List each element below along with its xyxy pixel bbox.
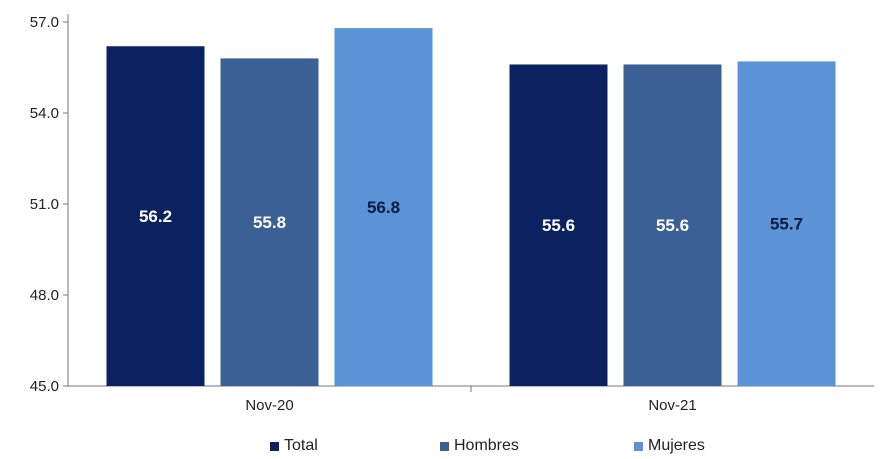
data-label: 55.8 — [253, 213, 286, 232]
legend-label-hombres: Hombres — [454, 437, 519, 454]
y-axis-ticks: 45.0 48.0 51.0 54.0 57.0 — [30, 14, 68, 395]
bar-hombres-nov-21 — [623, 64, 722, 386]
y-tick-label: 51.0 — [30, 196, 59, 213]
y-tick-label: 57.0 — [30, 14, 59, 31]
bars — [106, 28, 836, 387]
legend-item-hombres: Hombres — [440, 437, 519, 455]
legend-label-total: Total — [284, 437, 318, 454]
x-category-label: Nov-21 — [648, 397, 696, 414]
data-label: 55.7 — [770, 215, 803, 234]
data-label: 55.6 — [656, 216, 689, 235]
y-tick-label: 48.0 — [30, 287, 59, 304]
legend-item-mujeres: Mujeres — [634, 437, 705, 455]
legend-swatch-hombres — [440, 441, 449, 451]
data-label: 56.8 — [367, 198, 400, 217]
data-label: 55.6 — [542, 216, 575, 235]
x-axis-categories: Nov-20 Nov-21 — [245, 397, 696, 414]
bar-total-nov-20 — [106, 46, 205, 387]
x-category-label: Nov-20 — [245, 397, 293, 414]
data-labels: 56.2 55.8 56.8 55.6 55.6 55.7 — [139, 198, 803, 235]
legend: Total Hombres Mujeres — [0, 437, 886, 459]
y-tick-label: 54.0 — [30, 105, 59, 122]
bar-mujeres-nov-21 — [737, 61, 836, 386]
bar-mujeres-nov-20 — [334, 28, 433, 387]
legend-label-mujeres: Mujeres — [648, 437, 705, 454]
legend-item-total: Total — [270, 437, 318, 455]
bar-total-nov-21 — [509, 64, 608, 386]
data-label: 56.2 — [139, 207, 172, 226]
legend-swatch-mujeres — [634, 441, 643, 451]
bar-hombres-nov-20 — [220, 58, 319, 387]
legend-swatch-total — [270, 441, 279, 451]
y-tick-label: 45.0 — [30, 378, 59, 395]
